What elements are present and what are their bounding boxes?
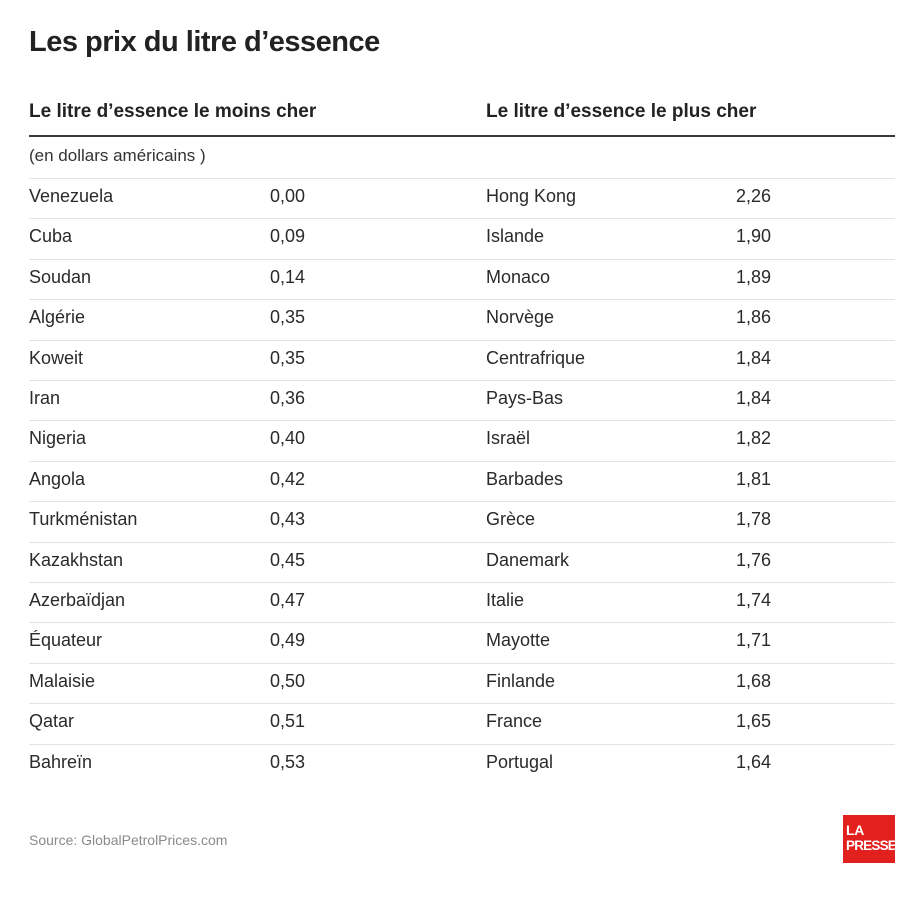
most-expensive-price-cell: 1,90 [736, 226, 772, 246]
cheapest-country-cell: Cuba [29, 226, 73, 246]
row-divider [29, 380, 895, 381]
row-divider [29, 744, 895, 745]
row-divider [29, 259, 895, 260]
most-expensive-price-cell: 1,74 [736, 590, 772, 610]
most-expensive-country-cell: Islande [486, 226, 545, 246]
cheapest-price-cell: 0,35 [270, 348, 306, 368]
row-divider [29, 178, 895, 179]
page-title: Les prix du litre d’essence [29, 26, 380, 58]
most-expensive-country-cell: Monaco [486, 267, 551, 287]
cheapest-price-cell: 0,42 [270, 469, 306, 489]
cheapest-price-cell: 0,14 [270, 267, 306, 287]
most-expensive-price-cell: 1,84 [736, 388, 772, 408]
row-divider [29, 703, 895, 704]
most-expensive-price-cell: 1,68 [736, 671, 772, 691]
most-expensive-country-cell: France [486, 711, 543, 731]
most-expensive-country-cell: Mayotte [486, 630, 551, 650]
row-divider [29, 340, 895, 341]
row-divider [29, 542, 895, 543]
cheapest-price-cell: 0,50 [270, 671, 306, 691]
row-divider [29, 501, 895, 502]
most-expensive-price-cell: 1,71 [736, 630, 772, 650]
cheapest-price-cell: 0,53 [270, 752, 306, 772]
most-expensive-country-cell: Israël [486, 428, 531, 448]
most-expensive-country-cell: Hong Kong [486, 186, 577, 206]
cheapest-price-cell: 0,45 [270, 550, 306, 570]
row-divider [29, 663, 895, 664]
cheapest-country-cell: Équateur [29, 630, 103, 650]
most-expensive-country-cell: Italie [486, 590, 525, 610]
cheapest-country-cell: Bahreïn [29, 752, 93, 772]
cheapest-country-cell: Soudan [29, 267, 92, 287]
cheapest-country-cell: Koweit [29, 348, 84, 368]
cheapest-country-cell: Kazakhstan [29, 550, 124, 570]
row-divider [29, 622, 895, 623]
cheapest-price-cell: 0,00 [270, 186, 306, 206]
header-divider [29, 135, 895, 137]
row-divider [29, 299, 895, 300]
logo-line-1: LA [846, 822, 865, 838]
unit-label: (en dollars américains ) [29, 146, 206, 165]
cheapest-country-cell: Azerbaïdjan [29, 590, 126, 610]
la-presse-logo: LA PRESSE [843, 815, 897, 863]
cheapest-country-cell: Nigeria [29, 428, 87, 448]
most-expensive-price-cell: 1,64 [736, 752, 772, 772]
most-expensive-column-header: Le litre d’essence le plus cher [486, 101, 757, 122]
cheapest-country-cell: Algérie [29, 307, 86, 327]
most-expensive-price-cell: 1,89 [736, 267, 772, 287]
cheapest-price-cell: 0,40 [270, 428, 306, 448]
most-expensive-country-cell: Norvège [486, 307, 555, 327]
most-expensive-price-cell: 1,82 [736, 428, 772, 448]
row-divider [29, 420, 895, 421]
cheapest-country-cell: Iran [29, 388, 61, 408]
cheapest-column-header: Le litre d’essence le moins cher [29, 101, 317, 122]
source-note: Source: GlobalPetrolPrices.com [29, 832, 228, 848]
most-expensive-price-cell: 1,76 [736, 550, 772, 570]
most-expensive-country-cell: Portugal [486, 752, 554, 772]
most-expensive-price-cell: 1,65 [736, 711, 772, 731]
most-expensive-country-cell: Finlande [486, 671, 556, 691]
logo-line-2: PRESSE [846, 838, 897, 853]
most-expensive-country-cell: Danemark [486, 550, 570, 570]
cheapest-price-cell: 0,49 [270, 630, 306, 650]
most-expensive-price-cell: 1,78 [736, 509, 772, 529]
most-expensive-price-cell: 2,26 [736, 186, 772, 206]
cheapest-price-cell: 0,09 [270, 226, 306, 246]
most-expensive-country-cell: Grèce [486, 509, 536, 529]
most-expensive-price-cell: 1,84 [736, 348, 772, 368]
cheapest-country-cell: Malaisie [29, 671, 96, 691]
cheapest-price-cell: 0,47 [270, 590, 306, 610]
row-divider [29, 582, 895, 583]
row-divider [29, 218, 895, 219]
most-expensive-price-cell: 1,86 [736, 307, 772, 327]
cheapest-price-cell: 0,36 [270, 388, 306, 408]
most-expensive-country-cell: Pays-Bas [486, 388, 564, 408]
cheapest-price-cell: 0,35 [270, 307, 306, 327]
most-expensive-country-cell: Barbades [486, 469, 564, 489]
row-divider [29, 461, 895, 462]
most-expensive-price-cell: 1,81 [736, 469, 772, 489]
most-expensive-country-cell: Centrafrique [486, 348, 586, 368]
cheapest-country-cell: Qatar [29, 711, 75, 731]
cheapest-price-cell: 0,51 [270, 711, 306, 731]
cheapest-country-cell: Turkménistan [29, 509, 138, 529]
cheapest-country-cell: Venezuela [29, 186, 114, 206]
cheapest-country-cell: Angola [29, 469, 86, 489]
cheapest-price-cell: 0,43 [270, 509, 306, 529]
